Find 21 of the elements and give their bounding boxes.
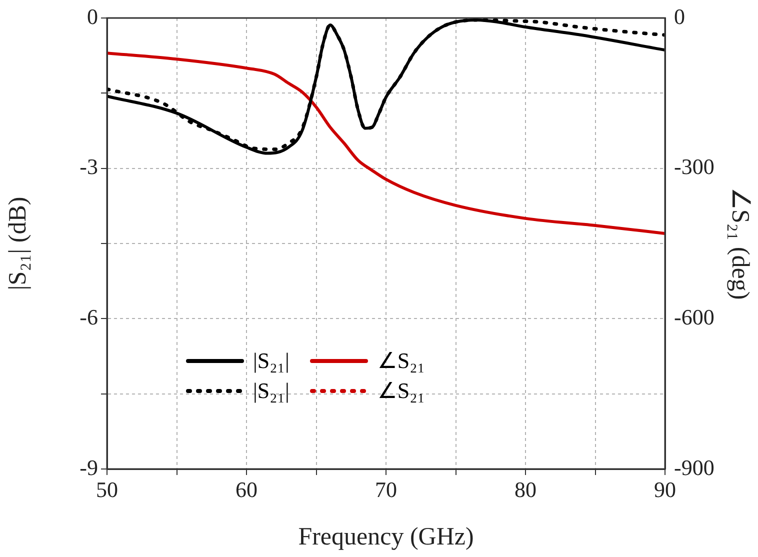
- legend-label: |S₂₁|: [253, 348, 290, 374]
- y2-tick-label: -300: [674, 154, 714, 180]
- x-tick-label: 50: [96, 476, 118, 502]
- x-axis-title: Frequency (GHz): [298, 524, 474, 551]
- y-tick-label: -9: [80, 454, 98, 480]
- y2-axis-title: ∠S₂₁ (deg): [726, 187, 754, 300]
- y-tick-label: -3: [80, 154, 98, 180]
- y-tick-label: -6: [80, 304, 98, 330]
- y2-tick-label: -900: [674, 454, 714, 480]
- x-tick-label: 60: [236, 476, 258, 502]
- y-tick-label: 0: [87, 4, 98, 29]
- x-tick-label: 90: [654, 476, 676, 502]
- y-axis-title: |S₂₁| (dB): [4, 196, 32, 290]
- legend-label: ∠S₂₁: [377, 348, 425, 374]
- legend-label: ∠S₂₁: [377, 378, 425, 404]
- x-tick-label: 70: [375, 476, 397, 502]
- y2-tick-label: -600: [674, 304, 714, 330]
- legend-label: |S₂₁|: [253, 378, 290, 404]
- line-series: [107, 52, 665, 235]
- x-tick-label: 80: [514, 476, 536, 502]
- y2-tick-label: 0: [674, 4, 685, 29]
